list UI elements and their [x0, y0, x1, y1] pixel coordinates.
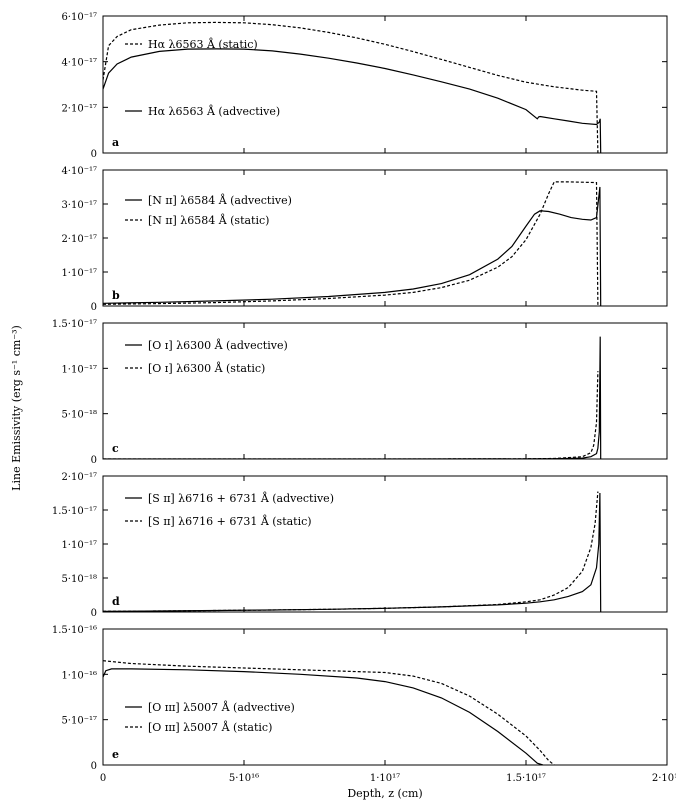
series-line-advective	[103, 48, 602, 153]
panel-b: 0 1·10⁻¹⁷ 2·10⁻¹⁷ 3·10⁻¹⁷ 4·10⁻¹⁷ [N ɪɪ] λ658…	[61, 166, 668, 313]
x-tick-label: 1.5·10¹⁷	[506, 773, 546, 784]
legend-label: [N ɪɪ] λ6584 Å (advective)	[148, 193, 292, 207]
y-tick-label: 2·10⁻¹⁷	[61, 472, 97, 483]
legend-label: [N ɪɪ] λ6584 Å (static)	[148, 213, 269, 227]
y-tick-label: 1·10⁻¹⁷	[61, 364, 97, 375]
legend-label: [O ɪɪɪ] λ5007 Å (advective)	[148, 700, 295, 714]
y-tick-label: 0	[91, 149, 97, 160]
series-line-static	[103, 660, 555, 765]
series-line-static	[103, 371, 599, 459]
y-tick-label: 0	[91, 302, 97, 313]
y-tick-label: 5·10⁻¹⁷	[61, 716, 97, 727]
legend-label: Hα λ6563 Å (static)	[148, 37, 258, 51]
y-tick-label: 1·10⁻¹⁷	[61, 540, 97, 551]
x-axis-label: Depth, z (cm)	[347, 787, 422, 800]
panels: 0 2·10⁻¹⁷ 4·10⁻¹⁷ 6·10⁻¹⁷ Hα λ6563 Å (advect…	[52, 12, 676, 800]
y-tick-label: 2·10⁻¹⁷	[61, 103, 97, 114]
y-tick-label: 4·10⁻¹⁷	[61, 166, 97, 177]
plot-frame	[102, 15, 668, 154]
y-tick-label: 1·10⁻¹⁷	[61, 268, 97, 279]
panel-letter: e	[112, 748, 119, 761]
plot-frame	[102, 169, 668, 307]
legend-label: [O ɪɪɪ] λ5007 Å (static)	[148, 720, 272, 734]
series-line-advective	[103, 492, 602, 612]
legend-label: Hα λ6563 Å (advective)	[148, 104, 280, 118]
series-line-advective	[103, 336, 602, 459]
y-tick-label: 6·10⁻¹⁷	[61, 12, 97, 23]
series-line-advective	[103, 186, 602, 306]
series-line-static	[103, 181, 599, 306]
panel-letter: c	[112, 442, 119, 455]
y-tick-label: 1.5·10⁻¹⁶	[52, 625, 97, 636]
panel-e: 0 5·10¹⁶ 1·10¹⁷ 1.5·10¹⁷ 2·10¹⁷ 0 5·10⁻¹⁷ 1·10⁻…	[52, 625, 676, 800]
y-tick-label: 0	[91, 455, 97, 466]
series-line-static	[103, 491, 599, 612]
y-tick-label: 0	[91, 608, 97, 619]
y-axis-label: Line Emissivity (erg s⁻¹ cm⁻³)	[10, 325, 23, 491]
y-tick-label: 0	[91, 761, 97, 772]
legend-label: [S ɪɪ] λ6716 + 6731 Å (static)	[148, 514, 312, 528]
x-tick-label: 1·10¹⁷	[370, 773, 400, 784]
x-tick-label: 2·10¹⁷	[652, 773, 676, 784]
plot-frame	[102, 628, 668, 766]
x-tick-label: 0	[100, 773, 106, 784]
y-tick-label: 3·10⁻¹⁷	[61, 200, 97, 211]
series-line-advective	[103, 668, 544, 765]
panel-letter: d	[112, 595, 120, 608]
panel-letter: a	[112, 136, 119, 149]
panel-c: 0 5·10⁻¹⁸ 1·10⁻¹⁷ 1.5·10⁻¹⁷ [O ɪ] λ6300 Å (a…	[52, 319, 668, 466]
y-tick-label: 5·10⁻¹⁸	[61, 410, 97, 421]
legend-label: [O ɪ] λ6300 Å (static)	[148, 361, 265, 375]
series-line-static	[103, 21, 599, 153]
panel-letter: b	[112, 289, 120, 302]
y-tick-label: 5·10⁻¹⁸	[61, 574, 97, 585]
y-tick-label: 1.5·10⁻¹⁷	[52, 506, 97, 517]
y-tick-label: 1·10⁻¹⁶	[61, 670, 97, 681]
panel-a: 0 2·10⁻¹⁷ 4·10⁻¹⁷ 6·10⁻¹⁷ Hα λ6563 Å (advect…	[61, 12, 668, 160]
y-tick-label: 1.5·10⁻¹⁷	[52, 319, 97, 330]
panel-d: 0 5·10⁻¹⁸ 1·10⁻¹⁷ 1.5·10⁻¹⁷ 2·10⁻¹⁷ [S ɪɪ] λ6…	[52, 472, 668, 619]
y-tick-label: 4·10⁻¹⁷	[61, 58, 97, 69]
x-tick-label: 5·10¹⁶	[229, 773, 259, 784]
legend-label: [S ɪɪ] λ6716 + 6731 Å (advective)	[148, 491, 334, 505]
legend-label: [O ɪ] λ6300 Å (advective)	[148, 338, 288, 352]
y-tick-label: 2·10⁻¹⁷	[61, 234, 97, 245]
